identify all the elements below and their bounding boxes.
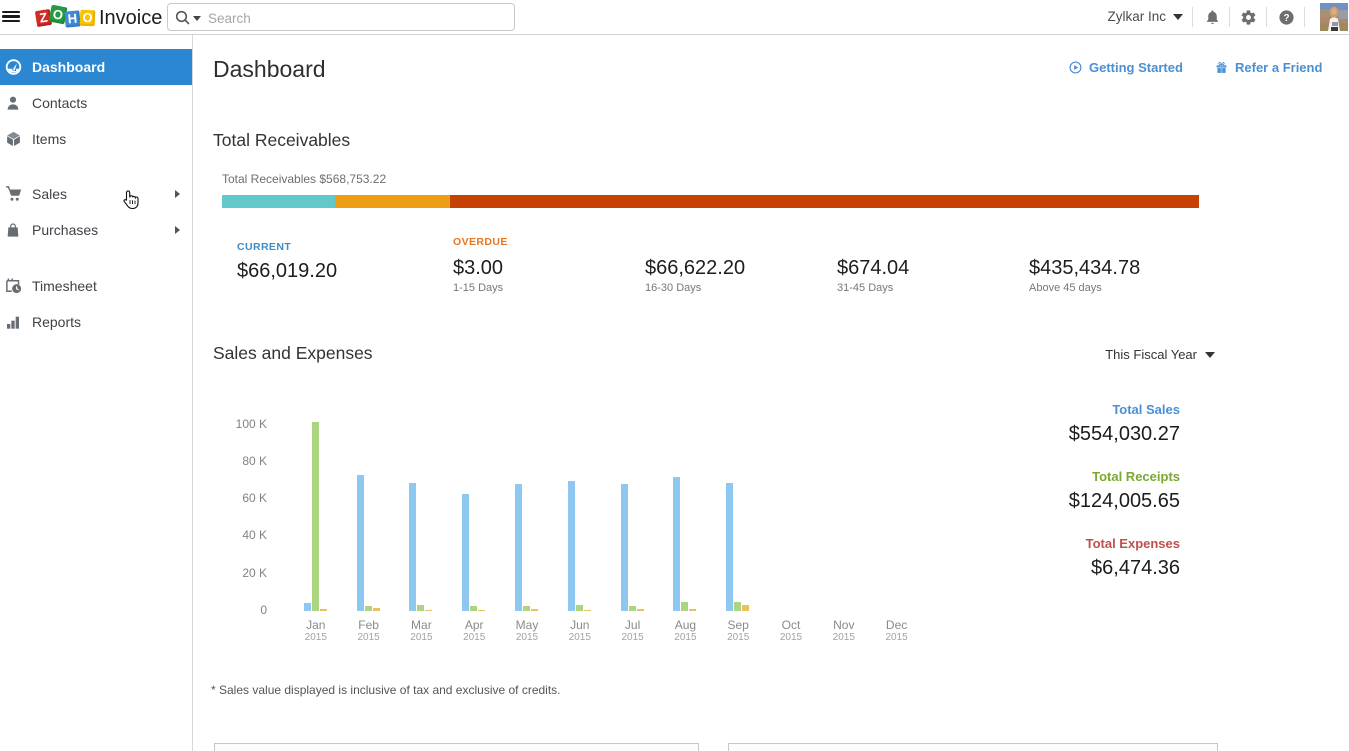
svg-text:?: ? [1283,13,1289,24]
